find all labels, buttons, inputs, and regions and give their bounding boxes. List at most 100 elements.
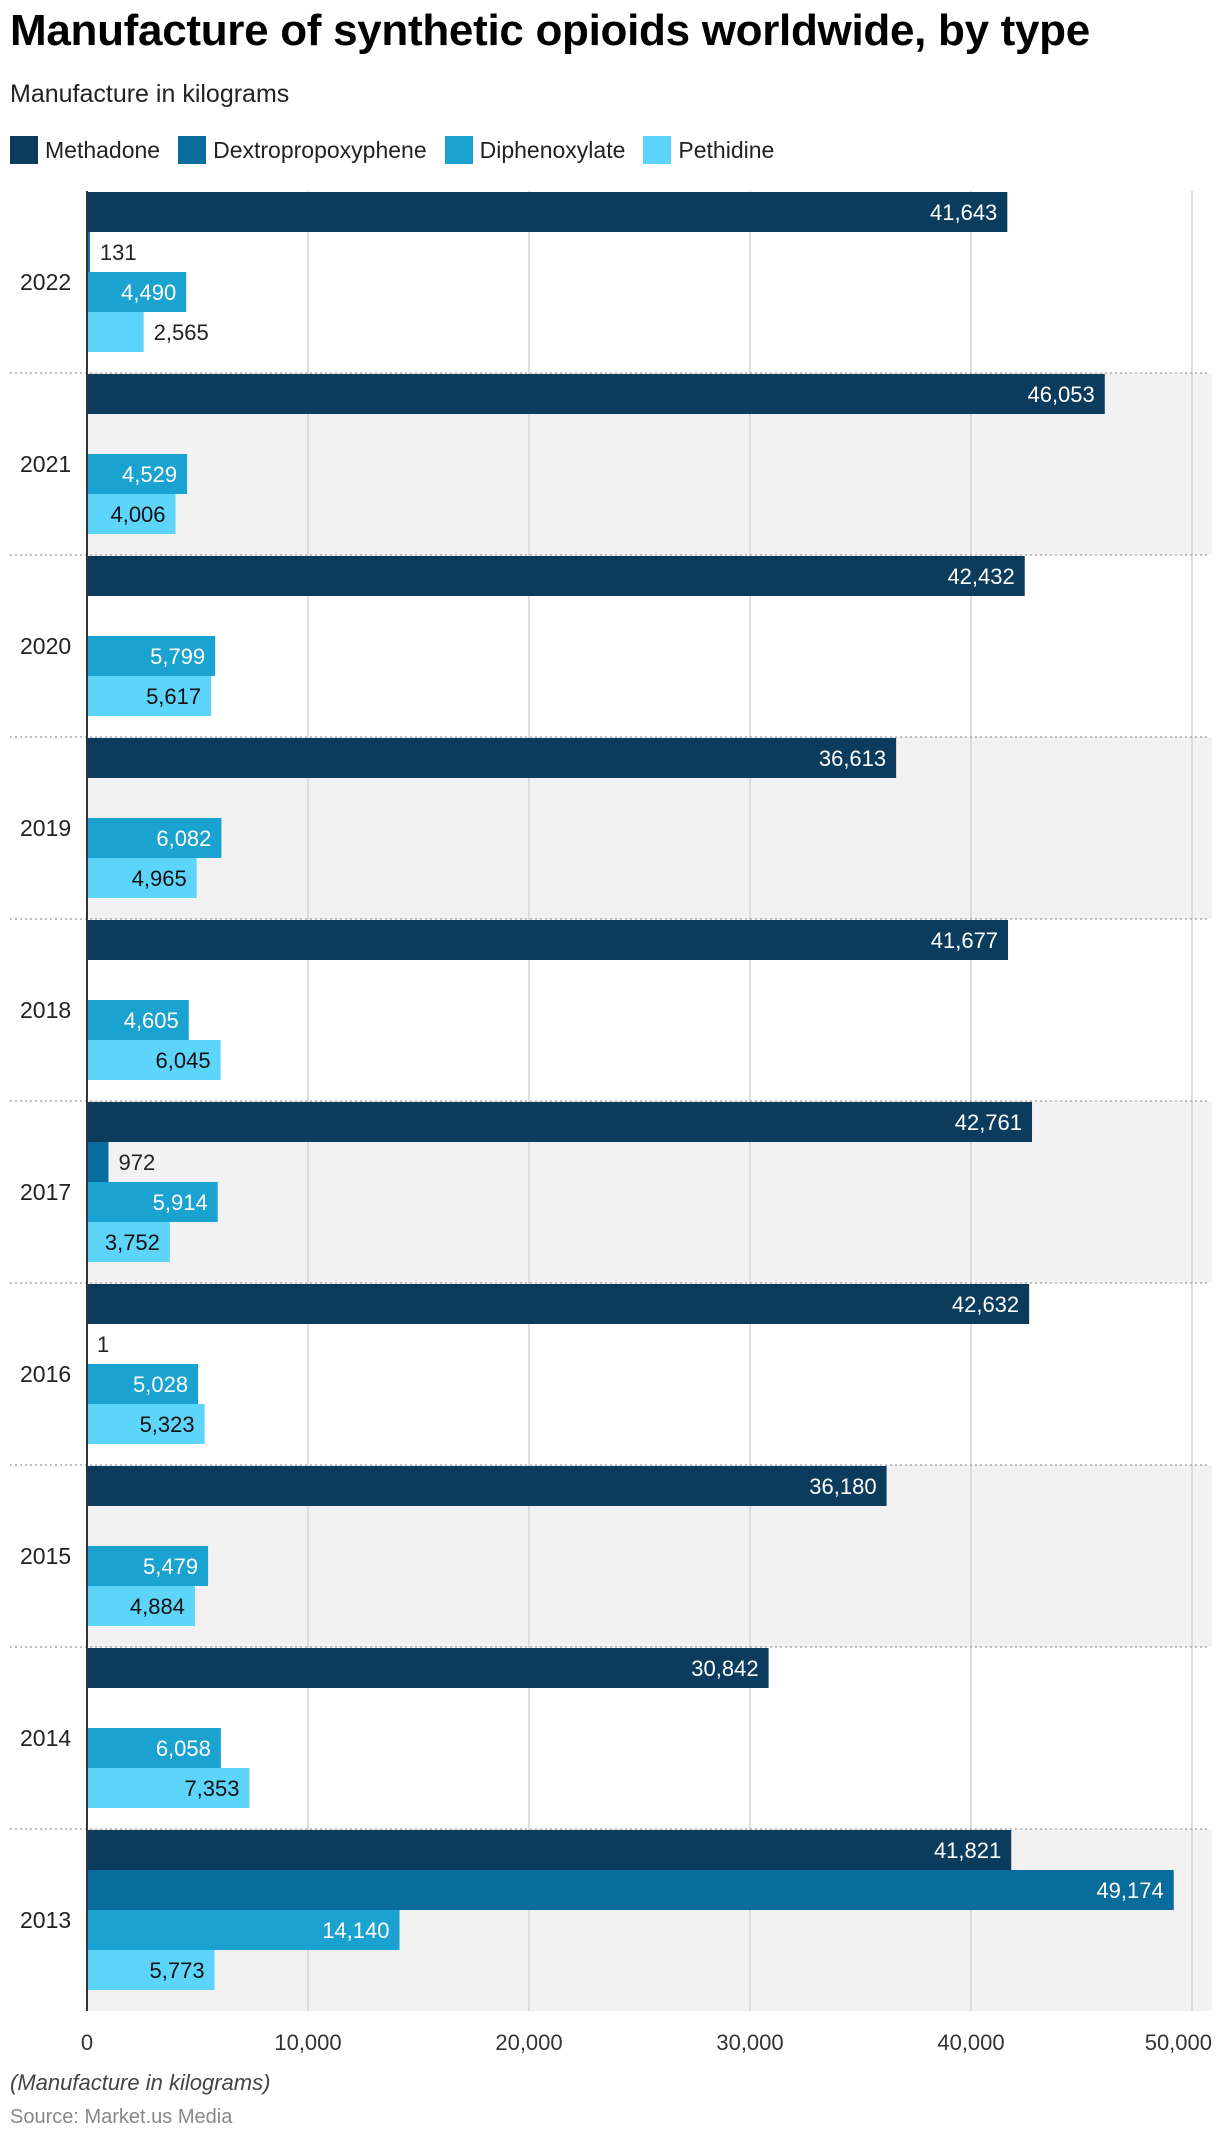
data-label: 2,565	[154, 320, 209, 345]
data-label: 14,140	[322, 1918, 389, 1943]
legend-item-dextropropoxyphene[interactable]: Dextropropoxyphene	[178, 136, 427, 164]
category-label: 2018	[20, 997, 71, 1023]
legend-swatch-methadone	[10, 136, 38, 164]
bar-methadone	[87, 1648, 769, 1688]
data-label: 5,914	[153, 1190, 208, 1215]
data-label: 4,965	[132, 866, 187, 891]
data-label: 5,617	[146, 684, 201, 709]
data-label: 972	[118, 1150, 155, 1175]
data-label: 5,028	[133, 1372, 188, 1397]
data-label: 42,761	[955, 1110, 1022, 1135]
bar-diphenoxylate	[87, 454, 188, 494]
chart-subtitle: Manufacture in kilograms	[10, 80, 290, 108]
bar-dextropropoxyphene	[87, 232, 90, 272]
x-tick-label: 40,000	[937, 2030, 1004, 2055]
data-label: 5,323	[140, 1412, 195, 1437]
data-label: 41,677	[931, 928, 998, 953]
category-label: 2017	[20, 1179, 71, 1205]
data-label: 30,842	[691, 1656, 758, 1681]
legend-swatch-pethidine	[643, 136, 672, 164]
data-label: 5,799	[150, 644, 205, 669]
bar-methadone	[87, 1466, 887, 1506]
data-label: 41,643	[930, 200, 997, 225]
legend-swatch-diphenoxylate	[444, 136, 473, 164]
bar-pethidine	[87, 1950, 215, 1990]
x-tick-label: 20,000	[495, 2030, 562, 2055]
data-label: 6,058	[156, 1736, 211, 1761]
chart-footnote: (Manufacture in kilograms)	[10, 2070, 271, 2095]
data-label: 131	[100, 240, 137, 265]
x-tick-label: 30,000	[716, 2030, 783, 2055]
category-label: 2016	[20, 1361, 71, 1387]
bar-diphenoxylate	[87, 272, 187, 312]
data-label: 36,613	[819, 746, 886, 771]
data-label: 46,053	[1027, 382, 1094, 407]
bar-diphenoxylate	[87, 1364, 199, 1404]
x-tick-label: 50,000	[1145, 2030, 1212, 2055]
legend-label-pethidine: Pethidine	[678, 136, 775, 163]
bar-pethidine	[87, 676, 212, 716]
data-label: 6,082	[156, 826, 211, 851]
bar-methadone	[87, 374, 1105, 414]
bar-diphenoxylate	[87, 1000, 189, 1040]
data-label: 5,479	[143, 1554, 198, 1579]
x-tick-label: 0	[81, 2030, 93, 2055]
legend-swatch-dextropropoxyphene	[178, 136, 207, 164]
bar-diphenoxylate	[87, 636, 216, 676]
bar-pethidine	[87, 1768, 250, 1808]
bar-pethidine	[87, 494, 176, 534]
bar-methadone	[87, 1102, 1033, 1142]
data-label: 4,884	[130, 1594, 185, 1619]
data-label: 4,490	[121, 280, 176, 305]
bar-pethidine	[87, 1404, 205, 1444]
bar-methadone	[87, 556, 1025, 596]
bar-chart: 2022 41,643 131 4,490 2,565 2021 46,053 4,529 4,…	[10, 191, 1212, 2055]
legend-label-diphenoxylate: Diphenoxylate	[479, 136, 626, 163]
data-label: 4,529	[122, 462, 177, 487]
data-label: 3,752	[105, 1230, 160, 1255]
bar-methadone	[87, 192, 1008, 232]
category-label: 2022	[20, 269, 71, 295]
chart-source: Source: Market.us Media	[10, 2106, 233, 2128]
bar-pethidine	[87, 1222, 170, 1262]
bar-diphenoxylate	[87, 1182, 218, 1222]
data-label: 49,174	[1096, 1878, 1163, 1903]
data-label: 42,432	[947, 564, 1014, 589]
bar-pethidine	[87, 1040, 221, 1080]
legend-item-methadone[interactable]: Methadone	[10, 136, 160, 164]
bar-dextropropoxyphene	[87, 1142, 109, 1182]
data-label: 5,773	[150, 1958, 205, 1983]
bar-pethidine	[87, 858, 197, 898]
data-label: 41,821	[934, 1838, 1001, 1863]
bar-methadone	[87, 1830, 1012, 1870]
legend-label-methadone: Methadone	[45, 136, 161, 163]
bar-diphenoxylate	[87, 818, 222, 858]
bar-diphenoxylate	[87, 1910, 400, 1950]
data-label: 42,632	[952, 1292, 1019, 1317]
bar-pethidine	[87, 312, 144, 352]
bar-methadone	[87, 920, 1009, 960]
data-label: 4,605	[124, 1008, 179, 1033]
category-label: 2014	[20, 1725, 71, 1751]
bar-diphenoxylate	[87, 1546, 209, 1586]
data-label: 4,006	[110, 502, 165, 527]
category-label: 2020	[20, 633, 71, 659]
bar-pethidine	[87, 1586, 195, 1626]
legend-label-dextropropoxyphene: Dextropropoxyphene	[213, 136, 427, 163]
bar-methadone	[87, 1284, 1030, 1324]
x-tick-label: 10,000	[274, 2030, 341, 2055]
legend-item-diphenoxylate[interactable]: Diphenoxylate	[444, 136, 626, 164]
category-label: 2021	[20, 451, 71, 477]
chart-title: Manufacture of synthetic opioids worldwi…	[10, 6, 1090, 55]
legend-item-pethidine[interactable]: Pethidine	[643, 136, 774, 164]
data-label: 1	[97, 1332, 109, 1357]
data-label: 36,180	[809, 1474, 876, 1499]
category-label: 2019	[20, 815, 71, 841]
category-label: 2015	[20, 1543, 71, 1569]
bar-methadone	[87, 738, 897, 778]
bar-diphenoxylate	[87, 1728, 221, 1768]
category-label: 2013	[20, 1907, 71, 1933]
legend: Methadone Dextropropoxyphene Diphenoxyla…	[10, 134, 792, 166]
data-label: 6,045	[156, 1048, 211, 1073]
data-label: 7,353	[184, 1776, 239, 1801]
